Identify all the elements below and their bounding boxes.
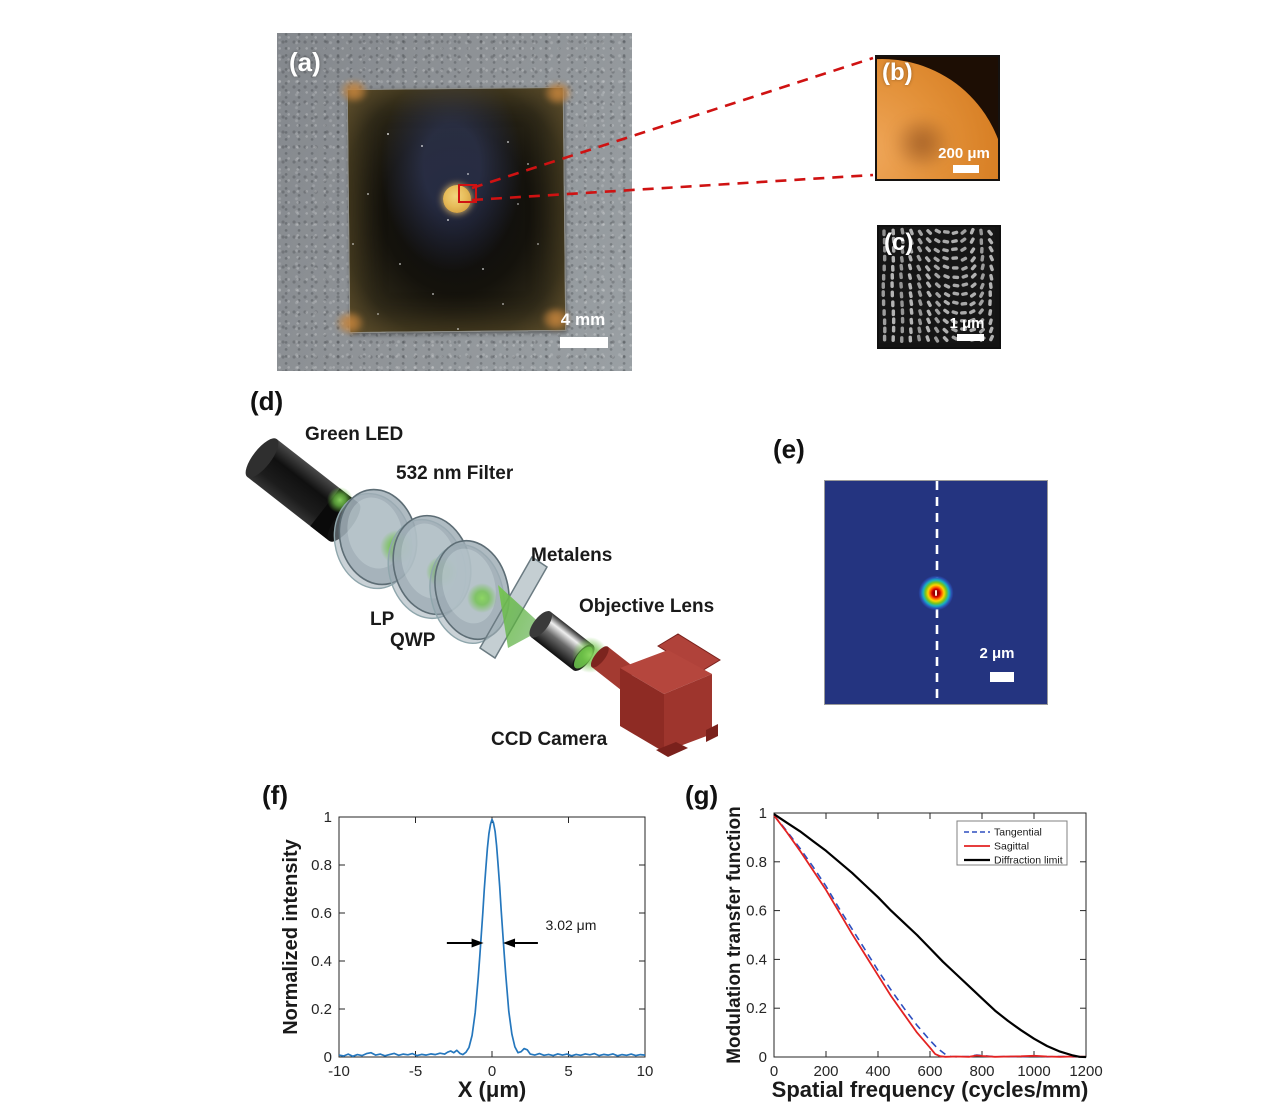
svg-text:0: 0	[770, 1063, 778, 1080]
svg-text:0.8: 0.8	[746, 854, 767, 871]
panel-c-scalebar-text: 1 μm	[949, 315, 985, 332]
svg-text:5: 5	[564, 1063, 572, 1080]
panel-a-scalebar	[560, 337, 608, 348]
ccd-camera-body	[590, 633, 721, 757]
nanofin-array	[879, 227, 995, 343]
sample-corner-glint	[545, 83, 571, 103]
label-lp: LP	[370, 609, 395, 630]
roi-square-marker	[458, 184, 477, 203]
panel-e-scalebar	[990, 672, 1014, 682]
svg-text:0.6: 0.6	[311, 905, 332, 922]
svg-text:1: 1	[324, 809, 332, 826]
svg-text:0.8: 0.8	[311, 857, 332, 874]
svg-text:3.02 μm: 3.02 μm	[546, 917, 597, 933]
panel-f-label: (f)	[262, 780, 288, 810]
svg-text:0.4: 0.4	[746, 951, 767, 968]
label-green-led: Green LED	[305, 424, 404, 445]
svg-text:Spatial frequency (cycles/mm): Spatial frequency (cycles/mm)	[772, 1077, 1089, 1102]
svg-text:0.2: 0.2	[746, 1000, 767, 1017]
label-532nm-filter: 532 nm Filter	[396, 463, 514, 484]
fwhm-intensity-plot: -10 -5 0 5 10 0 0.2 0.4 0.6 0.8 1 X (μm) Normalized …	[280, 809, 654, 1102]
mtf-plot: 0 200 400 600 800 1000 1200 0 0.2 0.4 0.6 0.8 1 Spati…	[724, 805, 1103, 1102]
panel-e-scalebar-text: 2 μm	[979, 645, 1015, 662]
panel-b-scalebar-text: 200 μm	[938, 145, 990, 162]
beam-glow	[467, 583, 497, 613]
svg-text:Diffraction limit: Diffraction limit	[994, 855, 1063, 867]
micrograph-smudge	[891, 119, 953, 167]
svg-text:Tangential: Tangential	[994, 827, 1042, 839]
sample-corner-glint	[337, 313, 363, 333]
svg-text:1200: 1200	[1069, 1063, 1102, 1080]
svg-text:400: 400	[865, 1063, 890, 1080]
svg-text:-5: -5	[409, 1063, 422, 1080]
svg-text:800: 800	[969, 1063, 994, 1080]
label-ccd-camera: CCD Camera	[491, 729, 608, 750]
panel-e-focal-spot: 2 μm	[824, 480, 1048, 705]
svg-text:10: 10	[637, 1063, 654, 1080]
zoom-connector-lines	[471, 56, 874, 202]
panel-c-label: (c)	[884, 229, 914, 256]
label-objective-lens: Objective Lens	[579, 596, 715, 617]
svg-text:-10: -10	[328, 1063, 350, 1080]
svg-text:0.6: 0.6	[746, 903, 767, 920]
focal-spot-core	[935, 590, 937, 596]
svg-text:600: 600	[917, 1063, 942, 1080]
svg-text:Modulation transfer function: Modulation transfer function	[724, 806, 745, 1064]
panel-d-label: (d)	[250, 386, 284, 416]
svg-text:0.4: 0.4	[311, 953, 332, 970]
svg-text:200: 200	[813, 1063, 838, 1080]
sample-corner-glint	[341, 81, 367, 101]
label-metalens: Metalens	[531, 545, 613, 566]
svg-text:Sagittal: Sagittal	[994, 841, 1029, 853]
label-qwp: QWP	[390, 630, 436, 651]
svg-text:1000: 1000	[1017, 1063, 1050, 1080]
svg-text:0.2: 0.2	[311, 1001, 332, 1018]
panel-b-scalebar	[953, 165, 979, 173]
dust-specks	[387, 133, 389, 135]
panel-a-photo: (a) 4 mm	[277, 33, 632, 371]
panel-a-label: (a)	[289, 47, 321, 77]
panel-a-scalebar-text: 4 mm	[560, 310, 606, 329]
optical-setup-diagram	[245, 438, 721, 757]
svg-text:1: 1	[759, 805, 767, 822]
panel-e-label: (e)	[773, 434, 805, 464]
metalens-area-dot	[443, 185, 471, 213]
svg-text:0: 0	[324, 1049, 332, 1066]
svg-text:0: 0	[488, 1063, 496, 1080]
panel-c-scalebar	[957, 334, 984, 341]
svg-text:X (μm): X (μm)	[458, 1077, 526, 1102]
cut-line	[935, 481, 939, 704]
svg-text:Normalized intensity: Normalized intensity	[280, 838, 302, 1034]
panel-c-sem: (c) 1 μm	[877, 225, 1001, 349]
panel-g-label: (g)	[685, 780, 719, 810]
sample-corner-glint	[543, 309, 569, 329]
panel-b-label: (b)	[882, 59, 913, 86]
svg-text:0: 0	[759, 1049, 767, 1066]
panel-b-micrograph: (b) 200 μm	[875, 55, 1000, 181]
